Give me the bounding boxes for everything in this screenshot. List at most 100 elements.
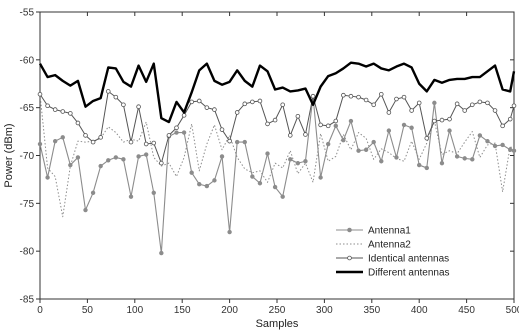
data-point [303, 159, 308, 164]
data-point [136, 104, 141, 110]
data-point [143, 152, 149, 157]
data-point [257, 98, 263, 104]
data-point [143, 141, 149, 147]
data-point [287, 133, 293, 138]
y-axis-label: Power (dBm) [3, 123, 15, 187]
data-point [98, 163, 103, 169]
data-point [151, 190, 156, 196]
data-point [242, 139, 247, 145]
data-point [454, 154, 460, 159]
data-point [333, 123, 338, 129]
data-point [280, 194, 285, 199]
data-point [204, 105, 210, 110]
data-point [318, 122, 323, 128]
y-tick-label: -85 [20, 295, 35, 306]
data-point [356, 94, 361, 100]
data-point [295, 160, 301, 166]
data-point [159, 160, 164, 166]
x-tick-label: 50 [82, 305, 94, 316]
data-point [121, 102, 126, 108]
y-tick-label: -70 [20, 151, 35, 162]
y-tick-label: -65 [20, 103, 35, 114]
data-point [492, 108, 498, 113]
data-point [371, 102, 377, 108]
series-antenna2 [39, 94, 515, 218]
x-tick-label: 0 [37, 305, 43, 316]
legend-item-different-antennas: Different antennas [336, 268, 450, 279]
data-point [68, 111, 73, 116]
legend-item-identical-antennas: Identical antennas [336, 254, 449, 265]
data-point [462, 108, 468, 113]
data-point [250, 99, 255, 105]
data-point [45, 103, 50, 109]
x-tick-label: 250 [269, 305, 286, 316]
data-point [265, 121, 270, 127]
legend-marker [347, 255, 352, 261]
data-point [432, 118, 437, 124]
legend-label: Identical antennas [368, 254, 449, 265]
legend-label: Different antennas [368, 268, 450, 279]
data-point [371, 139, 376, 145]
data-point [121, 157, 126, 162]
legend-label: Antenna1 [368, 226, 411, 237]
data-point [272, 184, 278, 190]
data-point [454, 101, 460, 107]
series-line-antenna1 [39, 95, 515, 254]
x-tick-label: 400 [411, 305, 428, 316]
series-identical-antennas [37, 89, 517, 166]
data-point [98, 135, 103, 140]
data-point [257, 181, 263, 186]
data-point [242, 101, 248, 107]
data-point [409, 125, 414, 130]
series-line-antenna2 [39, 94, 515, 218]
data-point [507, 116, 513, 122]
series-line-different-antennas [38, 61, 516, 124]
data-point [379, 159, 384, 164]
data-point [409, 108, 414, 113]
data-point [212, 107, 217, 112]
data-point [52, 107, 58, 112]
data-point [401, 122, 407, 128]
data-point [318, 175, 323, 180]
data-point [272, 117, 278, 123]
data-point [159, 250, 164, 256]
data-point [234, 110, 240, 115]
data-point [386, 110, 392, 115]
data-point [356, 148, 361, 153]
data-point [511, 148, 517, 153]
legend-item-antenna2: Antenna2 [336, 240, 411, 251]
data-point [60, 109, 66, 114]
data-point [75, 120, 81, 126]
data-point [181, 130, 187, 135]
data-point [394, 155, 399, 160]
x-axis-label: Samples [256, 318, 299, 330]
data-point [128, 139, 134, 145]
x-tick-label: 450 [458, 305, 475, 316]
data-point [310, 93, 316, 99]
data-point [386, 128, 392, 133]
data-point [477, 133, 483, 138]
data-point [439, 117, 445, 123]
data-point [341, 137, 346, 143]
data-point [52, 138, 58, 144]
data-point [105, 89, 111, 94]
y-tick-label: -55 [20, 8, 35, 19]
data-point [511, 103, 517, 109]
data-point [401, 94, 407, 100]
data-point [341, 92, 346, 98]
data-point [196, 98, 202, 104]
x-tick-label: 350 [363, 305, 380, 316]
data-point [333, 118, 339, 124]
data-point [424, 135, 430, 141]
data-point [417, 162, 422, 168]
data-point [181, 113, 187, 118]
y-tick-label: -75 [20, 199, 35, 210]
data-point [363, 97, 369, 103]
data-point [325, 123, 331, 129]
data-point [280, 102, 285, 108]
data-point [227, 229, 232, 235]
data-point [325, 141, 331, 147]
data-point [348, 118, 354, 124]
data-point [295, 113, 301, 119]
data-point [394, 96, 399, 102]
